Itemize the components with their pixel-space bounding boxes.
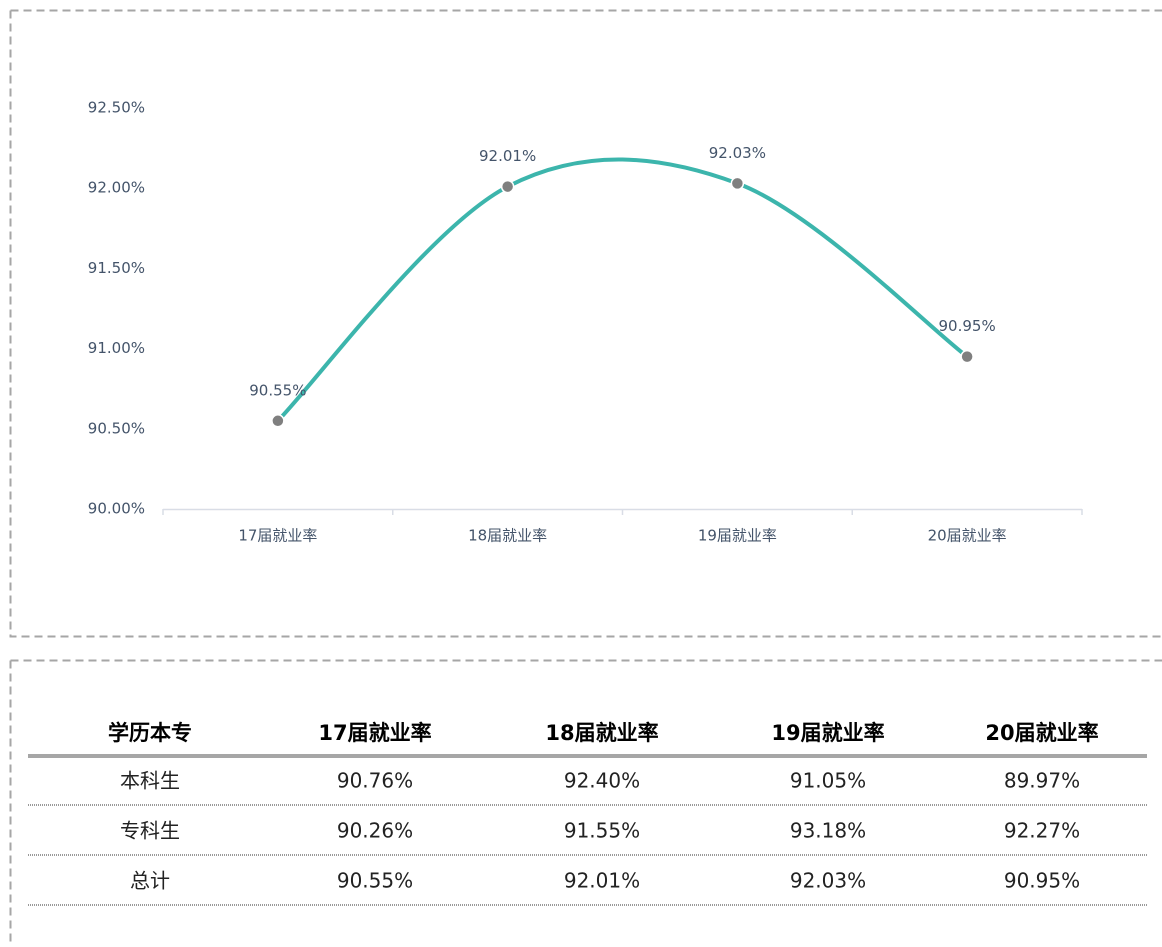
table-cell: 90.95% [1004,869,1080,893]
table-cell: 93.18% [790,819,866,843]
table-header: 学历本专 [108,721,192,745]
table-cell: 90.76% [337,769,413,793]
table-cell: 91.55% [564,819,640,843]
y-tick-label: 91.50% [88,259,145,277]
table-cell: 92.40% [564,769,640,793]
chart-frame [9,9,1162,638]
table-cell: 91.05% [790,769,866,793]
table-cell: 92.01% [564,869,640,893]
x-tick-label: 17届就业率 [238,527,317,545]
table-cell: 总计 [130,869,170,893]
table-header: 17届就业率 [318,721,431,745]
value-label: 90.95% [939,317,996,335]
x-tick-label: 18届就业率 [468,527,547,545]
marker [730,176,745,191]
value-label: 92.01% [479,147,536,165]
line [275,157,970,423]
y-tick-label: 90.50% [88,419,145,437]
table-cell: 90.26% [337,819,413,843]
table-cell: 90.55% [337,869,413,893]
table-header: 18届就业率 [545,721,658,745]
value-label: 90.55% [249,381,306,399]
table-cell: 专科生 [120,819,180,843]
x-tick-label: 20届就业率 [928,527,1007,545]
y-tick-label: 91.00% [88,339,145,357]
marker [271,414,285,428]
y-tick-label: 90.00% [88,500,145,518]
table-header: 19届就业率 [771,721,884,745]
table-header: 20届就业率 [985,721,1098,745]
y-tick-label: 92.00% [88,179,145,197]
marker [500,179,515,194]
marker [960,349,974,364]
x-tick-label: 19届就业率 [698,527,777,545]
value-label: 92.03% [709,144,766,162]
table-cell: 92.27% [1004,819,1080,843]
table-cell: 92.03% [790,869,866,893]
y-tick-label: 92.50% [88,99,145,117]
table-frame [9,659,1162,945]
table-cell: 89.97% [1004,769,1080,793]
table-cell: 本科生 [120,769,180,793]
